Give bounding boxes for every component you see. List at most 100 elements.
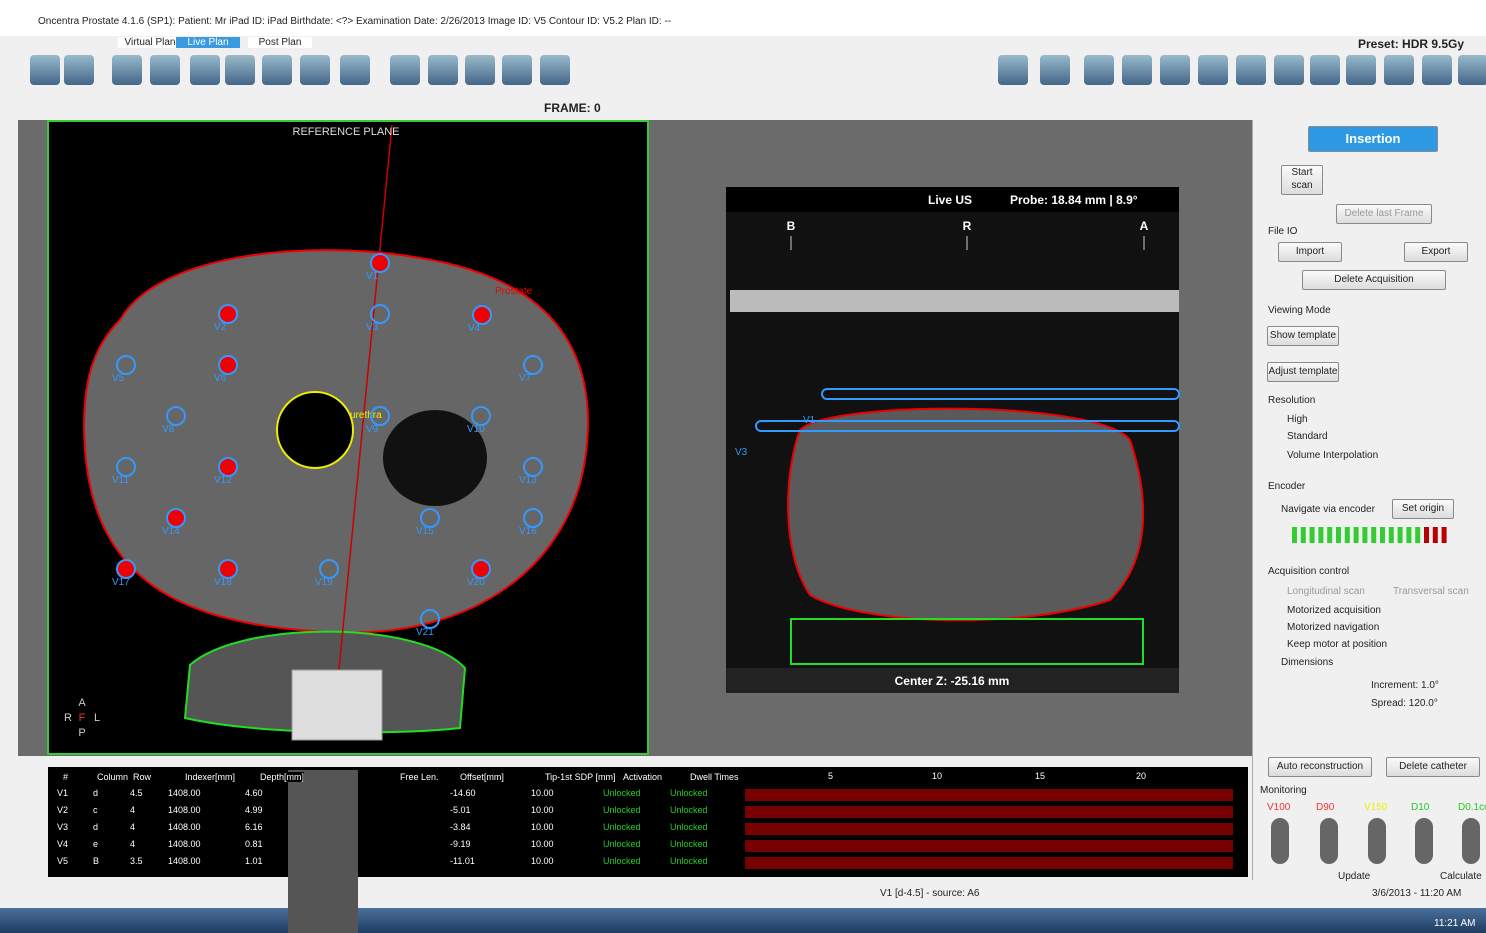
needle-marker — [371, 254, 389, 272]
needle-label: V3 — [366, 322, 379, 333]
panel-delete-acquisition[interactable]: Delete Acquisition — [1302, 270, 1446, 290]
table-cell: 4.60 — [245, 788, 263, 798]
needle-label: V7 — [519, 373, 532, 384]
toolbar-button[interactable] — [1198, 55, 1228, 85]
toolbar-button[interactable] — [262, 55, 292, 85]
table-header: # — [63, 772, 68, 782]
us-probe: Probe: 18.84 mm | 8.9° — [1010, 193, 1138, 207]
needle-label: V17 — [112, 577, 130, 588]
tab[interactable]: Post Plan — [248, 37, 312, 48]
toolbar-button[interactable] — [30, 55, 60, 85]
table-cell: 4 — [130, 805, 135, 815]
toolbar-button[interactable] — [1310, 55, 1340, 85]
table-cell: Unlocked — [603, 839, 641, 849]
toolbar-button[interactable] — [1040, 55, 1070, 85]
monitor-label: V150 — [1364, 802, 1387, 813]
toolbar-button[interactable] — [64, 55, 94, 85]
monitor-label: V100 — [1267, 802, 1290, 813]
status-datetime: 3/6/2013 - 11:20 AM — [1372, 888, 1461, 899]
orientation-label: A — [78, 697, 86, 709]
panel-auto-reconstruction[interactable]: Auto reconstruction — [1268, 757, 1372, 777]
tab[interactable]: Virtual Plan — [118, 37, 182, 48]
encoder-bar — [1415, 527, 1420, 543]
us-prostate — [788, 409, 1143, 621]
needle-label: V14 — [162, 526, 180, 537]
toolbar-button[interactable] — [1346, 55, 1376, 85]
view-title: REFERENCE PLANE — [293, 126, 400, 138]
table-cell: c — [93, 805, 98, 815]
us-center: Center Z: -25.16 mm — [895, 674, 1010, 688]
table-header: Row — [133, 772, 151, 782]
panel-delete-last-frame[interactable]: Delete last Frame — [1336, 204, 1432, 224]
needle-label: V15 — [416, 526, 434, 537]
encoder-bar — [1433, 527, 1438, 543]
toolbar-button[interactable] — [1084, 55, 1114, 85]
toolbar-button[interactable] — [1160, 55, 1190, 85]
probe-device — [288, 770, 358, 933]
table-cell: d — [93, 822, 98, 832]
ruler-label: 20 — [1136, 771, 1146, 781]
panel-import[interactable]: Import — [1278, 242, 1342, 262]
panel-encoder: Encoder — [1268, 481, 1305, 492]
status-source: V1 [d-4.5] - source: A6 — [880, 888, 980, 899]
encoder-bar — [1336, 527, 1341, 543]
table-header: Free Len. — [400, 772, 439, 782]
table-cell: 1408.00 — [168, 856, 201, 866]
toolbar-button[interactable] — [1274, 55, 1304, 85]
toolbar-button[interactable] — [1384, 55, 1414, 85]
table-cell: -5.01 — [450, 805, 471, 815]
panel-adjust-template[interactable]: Adjust template — [1267, 362, 1339, 382]
monitor-label: D0.1cc — [1458, 802, 1486, 813]
table-cell: 10.00 — [531, 788, 554, 798]
toolbar-button[interactable] — [225, 55, 255, 85]
encoder-bar — [1362, 527, 1367, 543]
urethra-contour — [277, 392, 353, 468]
dwell-track — [745, 806, 1233, 818]
toolbar-button[interactable] — [300, 55, 330, 85]
table-cell: -3.84 — [450, 822, 471, 832]
panel-set-origin[interactable]: Set origin — [1392, 499, 1454, 519]
panel-start-scan[interactable]: Start scan — [1281, 165, 1323, 195]
panel-insertion[interactable]: Insertion — [1308, 126, 1438, 152]
toolbar-button[interactable] — [190, 55, 220, 85]
toolbar-button[interactable] — [390, 55, 420, 85]
toolbar-button[interactable] — [428, 55, 458, 85]
needle-label: V13 — [519, 475, 537, 486]
panel-show-template[interactable]: Show template — [1267, 326, 1339, 346]
table-cell: V5 — [57, 856, 68, 866]
encoder-bar — [1327, 527, 1332, 543]
toolbar-button[interactable] — [502, 55, 532, 85]
needle-label: V1 — [366, 271, 379, 282]
panel-dimensions: Dimensions — [1281, 657, 1333, 668]
table-cell: 6.16 — [245, 822, 263, 832]
tab[interactable]: Live Plan — [176, 37, 240, 48]
toolbar-button[interactable] — [1236, 55, 1266, 85]
toolbar-button[interactable] — [150, 55, 180, 85]
monitor-light — [1271, 818, 1289, 864]
table-cell: Unlocked — [603, 822, 641, 832]
dwell-track — [745, 789, 1233, 801]
toolbar-button[interactable] — [998, 55, 1028, 85]
toolbar-button[interactable] — [340, 55, 370, 85]
panel-resolution: Resolution — [1268, 395, 1315, 406]
monitor-light — [1415, 818, 1433, 864]
monitor-label: D90 — [1316, 802, 1334, 813]
toolbar-button[interactable] — [1422, 55, 1452, 85]
needle-marker — [219, 305, 237, 323]
table-cell: 10.00 — [531, 805, 554, 815]
needle-marker — [473, 306, 491, 324]
clock: 11:21 AM — [1434, 918, 1476, 929]
toolbar-button[interactable] — [465, 55, 495, 85]
panel-export[interactable]: Export — [1404, 242, 1468, 262]
panel-update: Update — [1338, 871, 1370, 882]
us-mode: Live US — [928, 193, 972, 207]
toolbar-button[interactable] — [112, 55, 142, 85]
table-cell: 4 — [130, 822, 135, 832]
toolbar-button[interactable] — [540, 55, 570, 85]
needle-label: V9 — [366, 424, 379, 435]
panel-acquisition-control: Acquisition control — [1268, 566, 1349, 577]
table-cell: Unlocked — [670, 788, 708, 798]
toolbar-button[interactable] — [1122, 55, 1152, 85]
toolbar-button[interactable] — [1458, 55, 1486, 85]
panel-delete-catheter[interactable]: Delete catheter — [1386, 757, 1480, 777]
